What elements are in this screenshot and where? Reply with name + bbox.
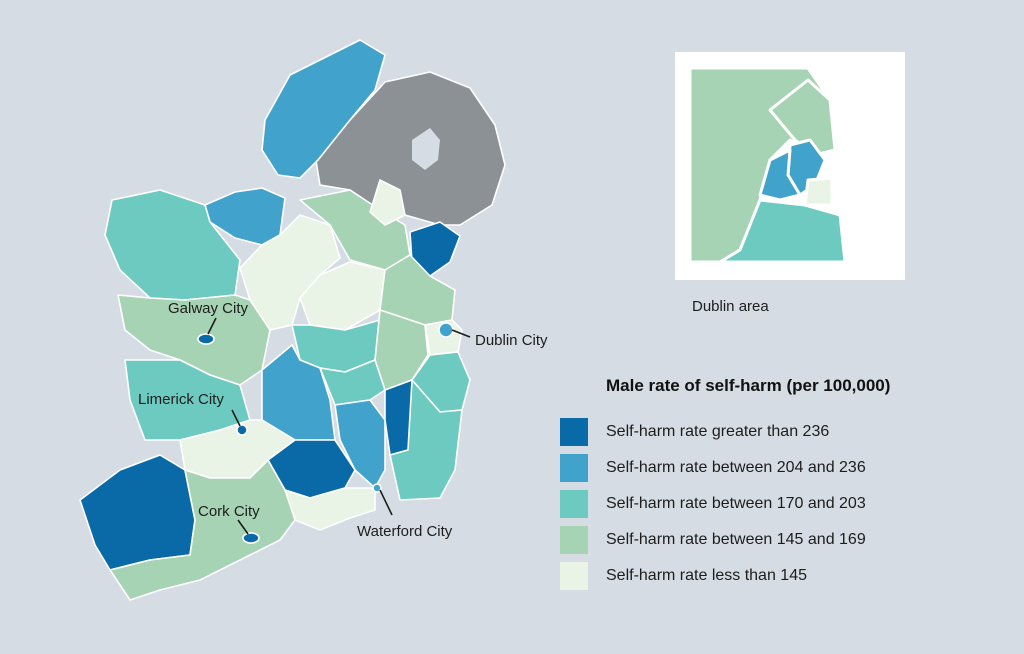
region-kerry: [79, 454, 196, 571]
legend-label: Self-harm rate less than 145: [606, 567, 807, 584]
limerick-city-marker: [236, 424, 248, 436]
dublin-leader: [451, 329, 471, 338]
waterford-city-label: Waterford City: [357, 523, 453, 540]
legend-swatch: [560, 490, 588, 518]
legend-item: Self-harm rate between 204 and 236: [560, 450, 890, 486]
limerick-city-label: Limerick City: [138, 391, 224, 408]
waterford-leader: [379, 489, 393, 516]
inset-label: Dublin area: [692, 298, 769, 315]
inset-dun-laoghaire: [803, 176, 834, 207]
cork-leader: [237, 519, 249, 535]
region-waterford: [284, 487, 376, 531]
legend-swatch: [560, 418, 588, 446]
galway-city-label: Galway City: [168, 300, 249, 317]
legend-label: Self-harm rate greater than 236: [606, 423, 830, 440]
legend-swatch: [560, 454, 588, 482]
region-cork: [109, 459, 296, 601]
legend-label: Self-harm rate between 145 and 169: [606, 531, 866, 548]
limerick-leader: [231, 409, 241, 427]
region-donegal: [261, 39, 386, 179]
legend-item: Self-harm rate greater than 236: [560, 414, 890, 450]
region-kilkenny: [334, 399, 386, 489]
cork-city-marker: [242, 532, 260, 544]
legend-swatch: [560, 526, 588, 554]
dublin-city-marker: [438, 322, 454, 338]
legend-item: Self-harm rate between 170 and 203: [560, 486, 890, 522]
dublin-inset: [675, 52, 905, 280]
inset-fingal: [768, 78, 837, 157]
galway-city-marker: [197, 333, 215, 345]
legend-title: Male rate of self-harm (per 100,000): [606, 376, 891, 395]
region-wexford: [389, 379, 463, 501]
legend-label: Self-harm rate between 170 and 203: [606, 495, 866, 512]
inset-south-dublin: [758, 148, 802, 202]
cork-city-label: Cork City: [198, 503, 260, 520]
region-monaghan: [369, 179, 406, 226]
galway-leader: [207, 317, 217, 335]
legend-label: Self-harm rate between 204 and 236: [606, 459, 866, 476]
legend-item: Self-harm rate between 145 and 169: [560, 522, 890, 558]
dublin-city-label: Dublin City: [475, 332, 548, 349]
legend-item: Self-harm rate less than 145: [560, 558, 890, 594]
legend: Male rate of self-harm (per 100,000) Sel…: [560, 376, 890, 594]
legend-swatch: [560, 562, 588, 590]
lough-neagh: [412, 128, 440, 170]
waterford-city-marker: [372, 483, 382, 493]
